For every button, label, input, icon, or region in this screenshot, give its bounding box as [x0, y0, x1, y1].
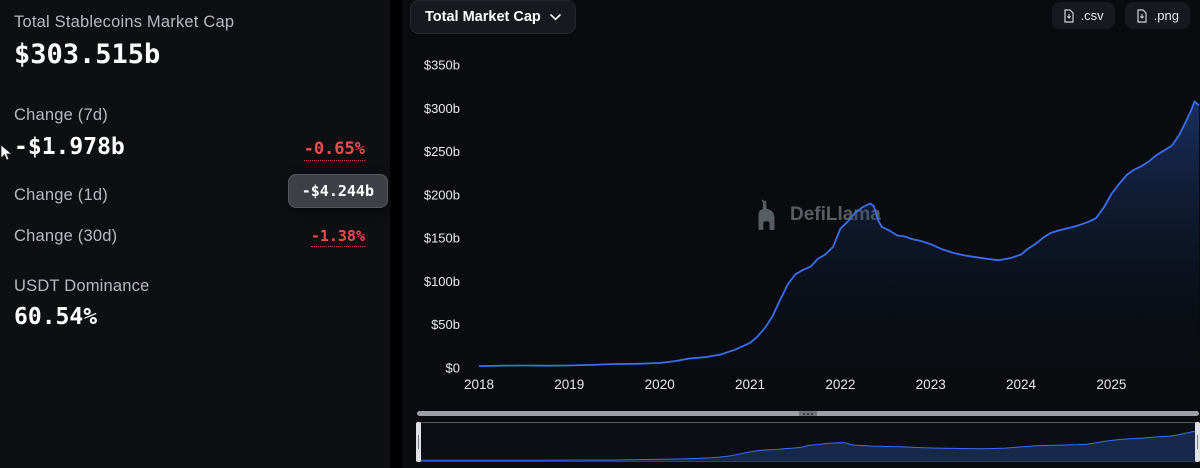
download-csv-button[interactable]: .csv [1051, 2, 1115, 29]
x-tick-label: 2020 [645, 377, 675, 392]
y-tick-label: $150b [424, 231, 460, 246]
chart-toolbar: Total Market Cap .csv [410, 0, 1190, 34]
x-tick-label: 2023 [916, 377, 946, 392]
change-7d-value: -$1.978b [14, 134, 125, 160]
download-png-button[interactable]: .png [1124, 2, 1190, 29]
navigator-area-fill [418, 431, 1198, 462]
y-tick-label: $50b [431, 317, 460, 332]
file-download-icon [1137, 8, 1147, 23]
scrollbar-grip-icon[interactable] [799, 411, 817, 416]
mouse-cursor-icon [0, 144, 13, 161]
y-tick-label: $300b [424, 101, 460, 116]
navigator-line [418, 430, 1198, 461]
y-tick-label: $350b [424, 58, 460, 73]
change-7d-label: Change (7d) [14, 106, 108, 124]
y-tick-label: $250b [424, 144, 460, 159]
series-area-fill [479, 101, 1199, 369]
y-tick-label: $200b [424, 187, 460, 202]
x-tick-label: 2021 [735, 377, 765, 392]
usdt-dominance-label: USDT Dominance [14, 277, 150, 295]
range-handle-right[interactable] [1195, 422, 1200, 462]
png-button-label: .png [1153, 8, 1179, 23]
csv-button-label: .csv [1080, 8, 1104, 23]
x-tick-label: 2024 [1006, 377, 1037, 392]
change-30d-label: Change (30d) [14, 227, 118, 245]
stats-panel: Total Stablecoins Market Cap $303.515b C… [0, 0, 390, 468]
change-7d-percent[interactable]: -0.65% [303, 139, 365, 161]
change-30d-percent[interactable]: -1.38% [310, 227, 365, 247]
range-handle-left[interactable] [416, 422, 421, 462]
export-buttons: .csv .png [1051, 2, 1190, 29]
navigator-mini-chart [418, 430, 1198, 462]
y-tick-label: $100b [424, 274, 460, 289]
chart-scrollbar[interactable] [417, 411, 1199, 416]
metric-dropdown-label: Total Market Cap [425, 9, 541, 25]
range-navigator[interactable] [416, 422, 1200, 462]
usdt-dominance-value: 60.54% [14, 304, 98, 330]
file-download-icon [1063, 8, 1074, 23]
x-tick-label: 2025 [1096, 377, 1126, 392]
change-1d-tooltip: -$4.244b [287, 174, 388, 208]
chart-panel: Total Market Cap .csv [402, 0, 1200, 468]
y-tick-label: $0 [446, 361, 460, 376]
chevron-down-icon [549, 13, 561, 20]
series-line [478, 100, 1200, 367]
change-1d-label: Change (1d) [14, 186, 108, 204]
x-tick-label: 2018 [464, 377, 494, 392]
total-marketcap-value: $303.515b [14, 39, 161, 70]
x-tick-label: 2019 [554, 377, 584, 392]
x-tick-label: 2022 [825, 377, 855, 392]
metric-dropdown[interactable]: Total Market Cap [410, 0, 576, 34]
total-marketcap-label: Total Stablecoins Market Cap [14, 13, 235, 31]
market-cap-chart[interactable]: $0 $50b $100b $150b $200b $250b $300b $350b 2018… [402, 0, 1200, 400]
